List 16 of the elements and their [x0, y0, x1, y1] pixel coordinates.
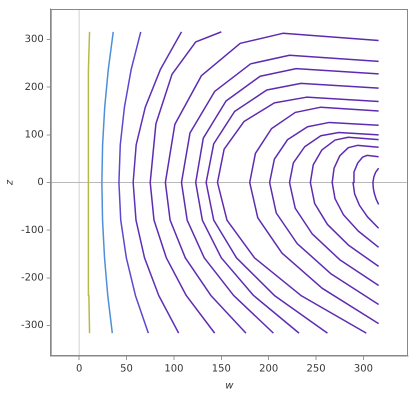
y-tick-label: -300 [20, 320, 44, 332]
x-tick-label: 300 [354, 364, 373, 375]
x-axis-title: w [225, 380, 234, 392]
x-tick-label: 100 [164, 364, 184, 375]
y-tick-label: 300 [24, 34, 44, 46]
y-tick-label: 100 [24, 129, 44, 140]
x-tick-label: 250 [306, 364, 326, 375]
x-tick-label: 200 [259, 364, 278, 375]
y-tick-label: -100 [20, 224, 44, 236]
x-tick-label: 50 [120, 364, 133, 375]
y-tick-label: 200 [24, 82, 44, 93]
y-tick-label: -200 [20, 272, 44, 284]
x-tick-label: 150 [212, 364, 231, 375]
y-tick-label: 0 [37, 177, 44, 188]
y-axis-title: z [4, 179, 16, 186]
x-tick-label: 0 [76, 364, 82, 375]
